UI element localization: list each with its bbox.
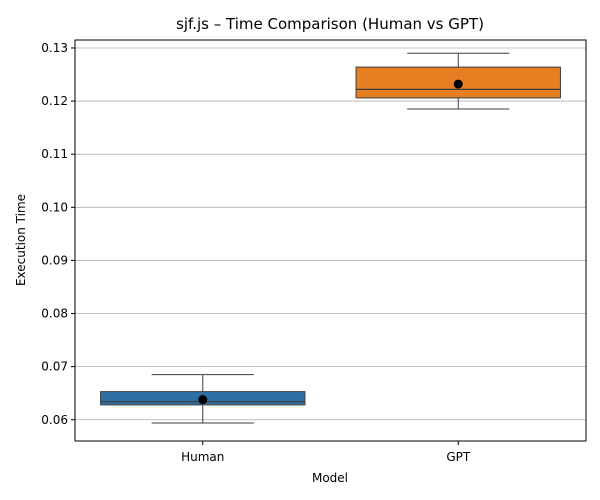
- box-series: [100, 52, 561, 424]
- x-axis: Human GPT: [181, 441, 471, 464]
- y-tick-label: 0.08: [41, 307, 68, 321]
- x-tick-label: GPT: [446, 450, 471, 464]
- grid-lines: [75, 47, 586, 421]
- y-tick-label: 0.09: [41, 253, 68, 267]
- plot-frame: [74, 39, 587, 442]
- box-gpt: [355, 52, 561, 110]
- y-tick-label: 0.12: [41, 94, 68, 108]
- chart-title: sjf.js – Time Comparison (Human vs GPT): [176, 15, 484, 33]
- y-tick-label: 0.13: [41, 41, 68, 55]
- box-human: [100, 374, 306, 424]
- mean-marker: [198, 395, 208, 405]
- y-axis: 0.06 0.07 0.08 0.09 0.10 0.11 0.12 0.13: [41, 41, 75, 427]
- y-tick-label: 0.07: [41, 360, 68, 374]
- y-tick-label: 0.11: [41, 147, 68, 161]
- y-tick-label: 0.10: [41, 200, 68, 214]
- x-axis-label: Model: [312, 471, 348, 485]
- y-tick-label: 0.06: [41, 413, 68, 427]
- y-axis-label: Execution Time: [14, 194, 28, 286]
- x-tick-label: Human: [181, 450, 224, 464]
- mean-marker: [453, 79, 463, 89]
